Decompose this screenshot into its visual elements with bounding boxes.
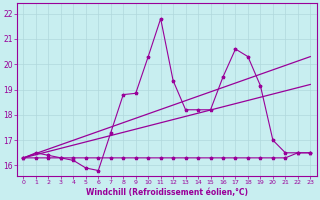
X-axis label: Windchill (Refroidissement éolien,°C): Windchill (Refroidissement éolien,°C) xyxy=(86,188,248,197)
